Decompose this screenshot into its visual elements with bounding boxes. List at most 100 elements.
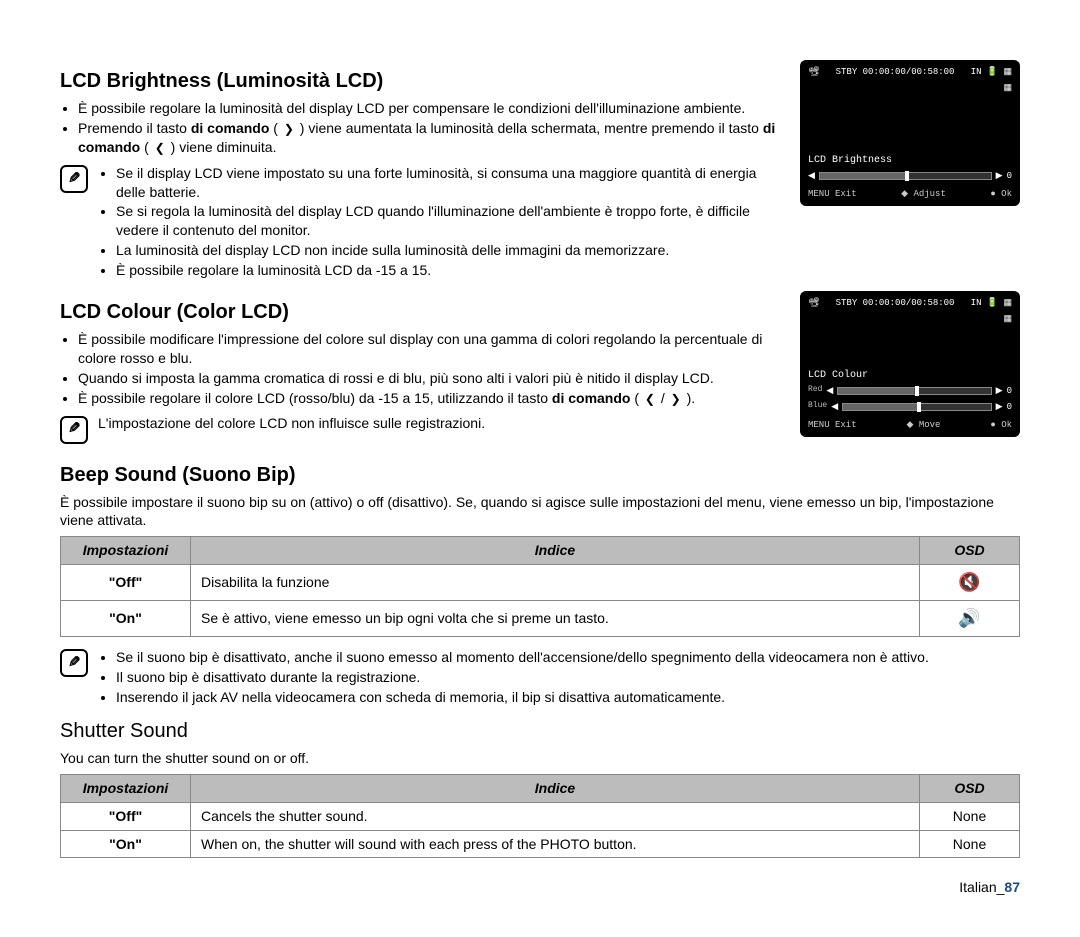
slider-right-icon: ▶ [996,401,1003,413]
red-slider [837,387,991,395]
list-item: È possibile regolare la luminosità del d… [78,99,786,118]
col-header-osd: OSD [920,774,1020,802]
text: ( [140,139,152,155]
heading-shutter-sound: Shutter Sound [60,718,1020,745]
text: ( [630,390,642,406]
page-footer: Italian_87 [60,878,1020,897]
status-icons: IN 🔋 ▦ [971,66,1012,78]
rec-icon: ▦ [808,313,1012,325]
chevron-left-icon: ❮ [645,393,655,405]
brightness-notes: Se il display LCD viene impostato su una… [116,163,786,281]
menu-exit-label: MENU Exit [808,188,857,200]
setting-off: "Off" [61,565,191,601]
text: ( [269,120,281,136]
blue-label: Blue [808,401,827,412]
colour-note: L'impostazione del colore LCD non influi… [98,414,485,433]
slider-right-icon: ▶ [996,385,1003,397]
brightness-bullets: È possibile regolare la luminosità del d… [78,99,786,157]
list-item: Il suono bip è disattivato durante la re… [116,668,929,687]
text: È possibile regolare il colore LCD (ross… [78,390,552,406]
text: ) viene diminuita. [167,139,277,155]
list-item: Se il display LCD viene impostato su una… [116,164,786,202]
shutter-intro: You can turn the shutter sound on or off… [60,749,1020,768]
col-header-osd: OSD [920,537,1020,565]
beep-settings-table: Impostazioni Indice OSD "Off" Disabilita… [60,536,1020,637]
table-row: "Off" Disabilita la funzione 🔇 [61,565,1020,601]
slider-left-icon: ◀ [808,170,815,182]
text: ). [683,390,695,406]
ok-label: ● Ok [990,188,1012,200]
status-icons: IN 🔋 ▦ [971,297,1012,309]
beep-notes: Se il suono bip è disattivato, anche il … [116,647,929,708]
table-row: "On" Se è attivo, viene emesso un bip og… [61,601,1020,637]
slider-value: 0 [1007,385,1012,397]
blue-slider [842,403,992,411]
camera-icon: 📽 [808,297,819,309]
menu-exit-label: MENU Exit [808,419,857,431]
speaker-on-icon: 🔊 [958,608,980,628]
text: Premendo il tasto [78,120,191,136]
heading-lcd-colour: LCD Colour (Color LCD) [60,299,786,326]
text: ) viene aumentata la luminosità della sc… [296,120,763,136]
move-label: ◆ Move [907,419,941,431]
colour-bullets: È possibile modificare l'impressione del… [78,330,786,408]
list-item: Premendo il tasto di comando ( ❯ ) viene… [78,119,786,157]
list-item: Se il suono bip è disattivato, anche il … [116,648,929,667]
table-row: "Off" Cancels the shutter sound. None [61,802,1020,830]
setting-on: "On" [61,830,191,858]
lcd-colour-preview: 📽 STBY 00:00:00/00:58:00 IN 🔋 ▦ ▦ LCD Co… [800,291,1020,437]
note-icon [60,649,88,677]
slider-value: 0 [1007,401,1012,413]
lcd-brightness-label: LCD Brightness [808,154,1012,168]
list-item: Se si regola la luminosità del display L… [116,202,786,240]
adjust-label: ◆ Adjust [901,188,946,200]
chevron-right-icon: ❯ [671,393,681,405]
list-item: È possibile modificare l'impressione del… [78,330,786,368]
setting-desc: When on, the shutter will sound with eac… [191,830,920,858]
setting-on: "On" [61,601,191,637]
stby-label: STBY 00:00:00/00:58:00 [836,297,955,309]
chevron-left-icon: ❮ [155,142,165,154]
setting-desc: Se è attivo, viene emesso un bip ogni vo… [191,601,920,637]
list-item: È possibile regolare il colore LCD (ross… [78,389,786,408]
setting-desc: Disabilita la funzione [191,565,920,601]
slider-left-icon: ◀ [826,385,833,397]
setting-desc: Cancels the shutter sound. [191,802,920,830]
col-header-index: Indice [191,537,920,565]
speaker-off-icon: 🔇 [958,572,980,592]
table-row: "On" When on, the shutter will sound wit… [61,830,1020,858]
lcd-brightness-preview: 📽 STBY 00:00:00/00:58:00 IN 🔋 ▦ ▦ LCD Br… [800,60,1020,206]
camera-icon: 📽 [808,66,819,78]
page-number: 87 [1004,879,1020,895]
text-bold: di comando [191,120,270,136]
col-header-index: Indice [191,774,920,802]
text: / [657,390,669,406]
note-icon [60,165,88,193]
beep-intro: È possibile impostare il suono bip su on… [60,493,1020,531]
stby-label: STBY 00:00:00/00:58:00 [836,66,955,78]
osd-none: None [920,830,1020,858]
text-bold: di comando [552,390,631,406]
setting-off: "Off" [61,802,191,830]
list-item: È possibile regolare la luminosità LCD d… [116,261,786,280]
rec-icon: ▦ [808,82,1012,94]
slider-right-icon: ▶ [996,170,1003,182]
col-header-settings: Impostazioni [61,774,191,802]
slider-value: 0 [1007,170,1012,182]
note-icon [60,416,88,444]
heading-lcd-brightness: LCD Brightness (Luminosità LCD) [60,68,786,95]
brightness-slider [819,172,992,180]
col-header-settings: Impostazioni [61,537,191,565]
shutter-settings-table: Impostazioni Indice OSD "Off" Cancels th… [60,774,1020,859]
osd-none: None [920,802,1020,830]
lcd-colour-label: LCD Colour [808,369,1012,383]
list-item: Quando si imposta la gamma cromatica di … [78,369,786,388]
slider-left-icon: ◀ [831,401,838,413]
chevron-right-icon: ❯ [284,123,294,135]
list-item: La luminosità del display LCD non incide… [116,241,786,260]
red-label: Red [808,385,822,396]
ok-label: ● Ok [990,419,1012,431]
list-item: Inserendo il jack AV nella videocamera c… [116,688,929,707]
footer-lang: Italian_ [959,879,1004,895]
heading-beep-sound: Beep Sound (Suono Bip) [60,462,1020,489]
